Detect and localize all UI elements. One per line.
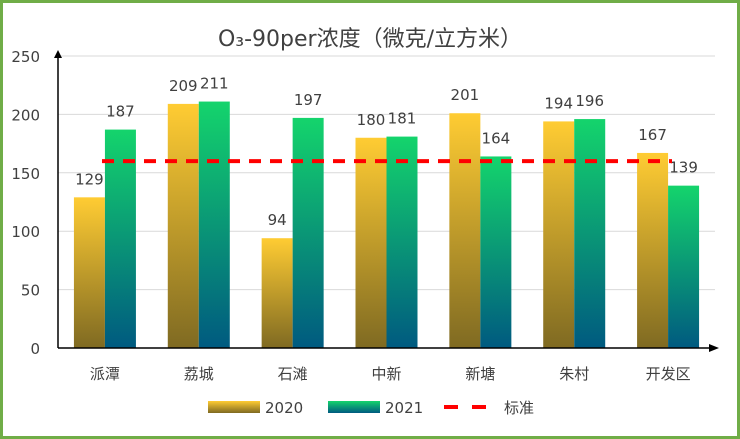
y-tick-label: 50 [21, 282, 40, 300]
y-tick-label: 100 [11, 223, 40, 241]
bar-2021 [104, 129, 136, 348]
x-tick-label: 荔城 [184, 365, 214, 383]
data-label: 139 [669, 159, 698, 177]
data-label: 164 [482, 129, 511, 147]
x-tick-label: 朱村 [559, 365, 589, 383]
data-label: 209 [169, 77, 198, 95]
data-label: 187 [106, 103, 135, 121]
bar-2020 [167, 103, 199, 348]
bar-2021 [198, 101, 230, 348]
data-label: 167 [638, 126, 667, 144]
y-tick-label: 200 [11, 106, 40, 124]
data-label: 129 [75, 170, 104, 188]
data-label: 196 [575, 92, 604, 110]
data-label: 211 [200, 75, 229, 93]
bar-2021 [574, 119, 606, 349]
bar-2020 [261, 238, 293, 348]
y-tick-label: 150 [11, 165, 40, 183]
legend-swatch-2021 [328, 401, 380, 413]
y-tick-label: 0 [30, 340, 40, 358]
y-tick-label: 250 [11, 48, 40, 66]
bar-2021 [480, 156, 512, 348]
data-label: 94 [268, 211, 287, 229]
x-tick-label: 新塘 [465, 365, 495, 383]
legend-label: 2020 [265, 399, 303, 417]
chart-title: O₃-90per浓度（微克/立方米） [218, 27, 522, 52]
data-label: 197 [294, 91, 323, 109]
data-label: 181 [388, 110, 417, 128]
bar-2020 [355, 137, 387, 348]
x-axis-arrow [709, 344, 719, 352]
bar-2020 [543, 121, 575, 349]
legend-swatch-2020 [208, 401, 260, 413]
bar-2020 [637, 152, 669, 348]
bar-2021 [292, 117, 324, 349]
x-tick-label: 开发区 [646, 365, 691, 383]
bar-2020 [449, 113, 481, 349]
bar-2021 [668, 185, 700, 348]
data-label: 194 [544, 94, 573, 112]
data-label: 180 [357, 111, 386, 129]
legend-label: 标准 [504, 399, 534, 417]
x-tick-label: 派潭 [90, 365, 120, 383]
data-label: 201 [451, 86, 480, 104]
y-axis-arrow [54, 50, 62, 58]
bar-2021 [386, 136, 418, 348]
bar-2020 [73, 197, 105, 348]
x-tick-label: 中新 [371, 365, 401, 383]
x-tick-label: 石滩 [278, 365, 308, 383]
legend-label: 2021 [385, 399, 423, 417]
